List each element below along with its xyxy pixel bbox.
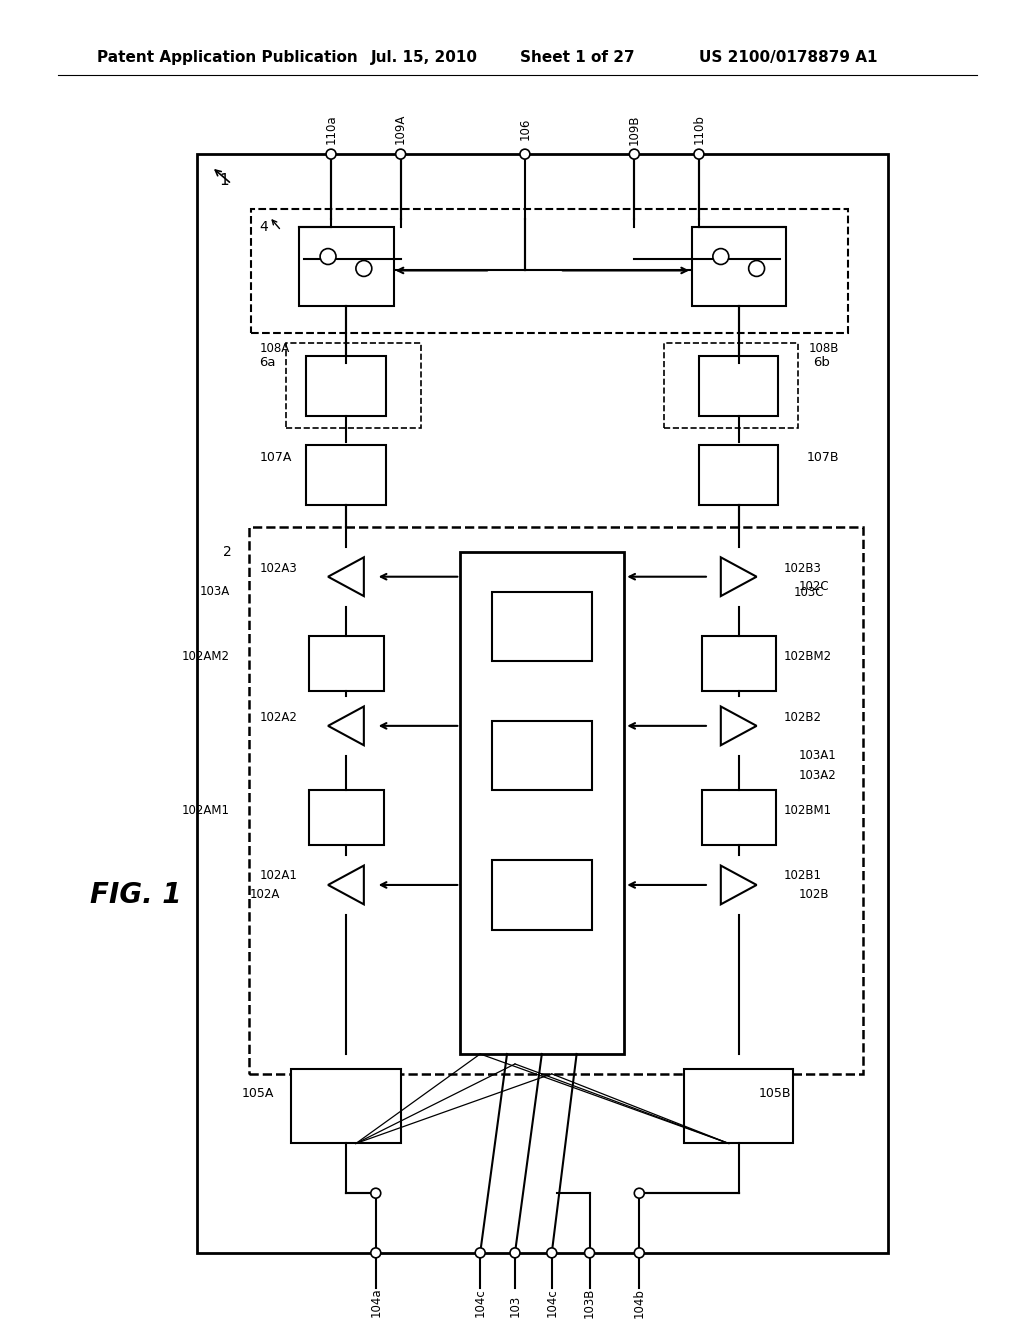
Text: Patent Application Publication: Patent Application Publication xyxy=(97,50,358,65)
Bar xyxy=(309,636,384,692)
Text: 104b: 104b xyxy=(633,1287,646,1317)
Text: 102C: 102C xyxy=(799,581,829,593)
Bar xyxy=(665,343,799,428)
Text: Sheet 1 of 27: Sheet 1 of 27 xyxy=(520,50,635,65)
Circle shape xyxy=(321,248,336,264)
Circle shape xyxy=(547,1247,557,1258)
Text: 102A: 102A xyxy=(250,888,280,902)
Circle shape xyxy=(326,149,336,160)
Circle shape xyxy=(371,1247,381,1258)
Bar xyxy=(250,527,863,1074)
Text: 104c: 104c xyxy=(474,1288,486,1317)
Text: 102BM1: 102BM1 xyxy=(783,804,831,817)
Text: 102A2: 102A2 xyxy=(259,711,297,725)
Text: 102B2: 102B2 xyxy=(783,711,821,725)
Circle shape xyxy=(694,149,703,160)
Text: 110b: 110b xyxy=(692,115,706,144)
Circle shape xyxy=(510,1247,520,1258)
Bar xyxy=(692,227,786,306)
Bar xyxy=(306,356,386,416)
Text: 103A: 103A xyxy=(200,585,229,598)
Bar xyxy=(701,636,776,692)
Bar xyxy=(299,227,393,306)
Text: 107B: 107B xyxy=(806,451,839,463)
Bar xyxy=(461,552,625,1053)
Circle shape xyxy=(356,260,372,276)
Bar xyxy=(287,343,421,428)
Circle shape xyxy=(395,149,406,160)
Text: 105A: 105A xyxy=(242,1088,273,1101)
Text: 110a: 110a xyxy=(325,115,338,144)
Text: 103C: 103C xyxy=(794,586,824,599)
Bar xyxy=(291,1069,400,1143)
Text: 4: 4 xyxy=(259,219,268,234)
Text: FIG. 1: FIG. 1 xyxy=(90,880,182,909)
Text: 2: 2 xyxy=(223,545,231,558)
Bar xyxy=(197,154,888,1253)
Text: 103: 103 xyxy=(509,1295,521,1316)
Bar xyxy=(309,791,384,845)
Circle shape xyxy=(520,149,529,160)
Text: 102AM2: 102AM2 xyxy=(181,649,229,663)
Text: 6a: 6a xyxy=(259,356,275,370)
Circle shape xyxy=(634,1247,644,1258)
Bar xyxy=(306,445,386,506)
Bar xyxy=(252,209,848,333)
Bar xyxy=(699,356,778,416)
Text: 1: 1 xyxy=(220,173,229,189)
Text: 102AM1: 102AM1 xyxy=(181,804,229,817)
Text: 103A1: 103A1 xyxy=(799,750,837,762)
Text: 103B: 103B xyxy=(583,1287,596,1317)
Bar xyxy=(493,861,592,929)
Text: 103A2: 103A2 xyxy=(799,770,837,781)
Text: 108A: 108A xyxy=(259,342,290,355)
Circle shape xyxy=(475,1247,485,1258)
Text: 106: 106 xyxy=(518,117,531,140)
Bar xyxy=(493,721,592,791)
Bar xyxy=(684,1069,794,1143)
Text: 102B: 102B xyxy=(799,888,828,902)
Text: 6b: 6b xyxy=(813,356,830,370)
Text: 105B: 105B xyxy=(759,1088,792,1101)
Text: 102A1: 102A1 xyxy=(259,869,297,882)
Text: 104a: 104a xyxy=(370,1288,382,1317)
Circle shape xyxy=(634,1188,644,1199)
Text: 102B1: 102B1 xyxy=(783,869,821,882)
Text: 104c: 104c xyxy=(545,1288,558,1317)
Text: 102B3: 102B3 xyxy=(783,562,821,576)
Text: 108B: 108B xyxy=(808,342,839,355)
Circle shape xyxy=(585,1247,595,1258)
Text: 102BM2: 102BM2 xyxy=(783,649,831,663)
Text: US 2100/0178879 A1: US 2100/0178879 A1 xyxy=(699,50,878,65)
Circle shape xyxy=(630,149,639,160)
Text: Jul. 15, 2010: Jul. 15, 2010 xyxy=(371,50,478,65)
Bar xyxy=(699,445,778,506)
Circle shape xyxy=(371,1188,381,1199)
Text: 109A: 109A xyxy=(394,114,408,144)
Text: 102A3: 102A3 xyxy=(259,562,297,576)
Circle shape xyxy=(713,248,729,264)
Text: 109B: 109B xyxy=(628,114,641,144)
Bar xyxy=(701,791,776,845)
Bar xyxy=(493,591,592,661)
Circle shape xyxy=(749,260,765,276)
Text: 107A: 107A xyxy=(259,451,292,463)
